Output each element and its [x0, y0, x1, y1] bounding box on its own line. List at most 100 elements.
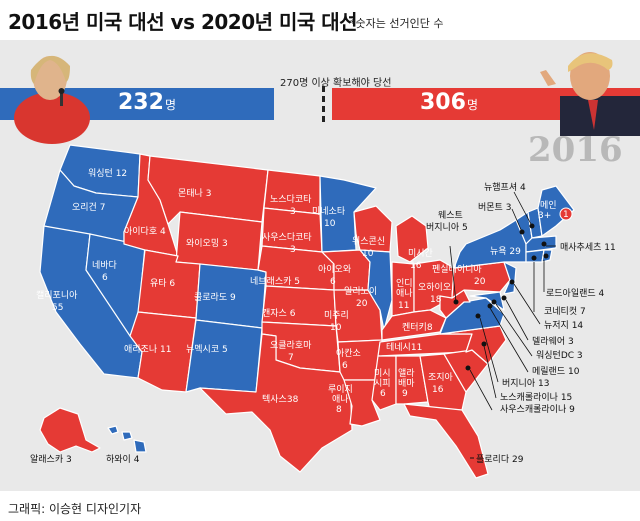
state-hi[interactable] [107, 425, 147, 453]
header [0, 0, 640, 40]
label-pa-votes: 20 [474, 277, 486, 287]
label-sd-votes: 3 [290, 245, 296, 255]
callout-wv-2: 버지니아 5 [426, 222, 468, 233]
label-pa-name: 펜실베이니아 [432, 264, 482, 275]
right-votes-number: 306 [420, 90, 466, 115]
label-la-mid: 애나 [332, 394, 349, 405]
threshold-label: 270명 이상 확보해야 당선 [280, 78, 392, 89]
callout-dots [453, 223, 549, 371]
left-votes: 232명 [118, 90, 176, 115]
callout-nh: 뉴햄프셔 4 [484, 181, 526, 193]
label-oh-votes: 18 [430, 295, 442, 305]
label-az: 애리조나 11 [124, 344, 171, 355]
state-mi[interactable] [395, 215, 429, 263]
label-sd-name: 사우스다코타 [262, 232, 312, 243]
state-ak[interactable] [39, 407, 101, 453]
label-nv-votes: 6 [102, 273, 108, 283]
label-al-name: 앨라 [398, 368, 415, 379]
label-ca-name: 캘리포니아 [36, 289, 78, 301]
callout-sc: 사우스캐롤라이나 9 [500, 404, 575, 415]
callout-md: 메릴랜드 10 [532, 366, 580, 377]
label-mn-votes: 10 [324, 219, 336, 229]
state-al[interactable] [395, 355, 429, 405]
label-ms-name: 미시 [374, 368, 391, 379]
label-ga-votes: 16 [432, 385, 444, 395]
label-nd-name: 노스다코타 [270, 194, 312, 205]
label-ky: 켄터키8 [402, 322, 433, 333]
callout-va: 버지니아 13 [502, 378, 549, 389]
label-or: 오리건 7 [72, 202, 105, 213]
state-nc[interactable] [439, 325, 507, 365]
state-tx[interactable] [199, 333, 353, 473]
label-ne: 네브래스카 5 [250, 276, 300, 287]
label-la-votes: 8 [336, 405, 342, 415]
label-ia-votes: 6 [330, 277, 336, 287]
state-me[interactable] [537, 185, 575, 237]
right-portrait [540, 52, 640, 136]
state-ms[interactable] [371, 355, 397, 411]
label-oh-name: 오하이오 [418, 282, 451, 293]
label-ia-name: 아이오와 [318, 263, 351, 275]
label-wy: 와이오밍 3 [186, 237, 228, 249]
label-id: 아이다호 4 [124, 226, 166, 237]
label-me-name: 메인 [540, 200, 557, 211]
right-votes: 306명 [420, 90, 478, 115]
left-votes-unit: 명 [164, 98, 176, 112]
callout-de: 델라웨어 3 [532, 335, 574, 347]
callout-wv-1: 웨스트 [438, 209, 463, 221]
callout-leaders [449, 191, 556, 411]
label-ms-mid: 시피 [374, 378, 391, 389]
callout-ri: 로드아일랜드 4 [546, 288, 605, 299]
state-nm[interactable] [185, 319, 263, 393]
left-portrait [14, 55, 90, 144]
label-tn: 테네시11 [386, 342, 422, 353]
label-me-votes: 3+ [538, 211, 551, 221]
label-ok-name: 오클라호마 [270, 340, 312, 351]
label-mo-name: 미주리 [324, 310, 349, 321]
label-nv-name: 네바다 [92, 260, 118, 271]
label-la-name: 루이지 [328, 384, 353, 395]
label-in-mid: 애나 [396, 288, 413, 299]
state-md[interactable] [469, 291, 505, 311]
label-al-votes: 9 [402, 389, 408, 399]
label-ga-name: 조지아 [428, 372, 454, 383]
label-in-votes: 11 [398, 301, 409, 311]
year-label: 2016 [528, 130, 623, 170]
label-ks: 캔자스 6 [262, 308, 296, 319]
footnote: *숫자는 선거인단 수 [350, 17, 444, 30]
label-mt: 몬태나 3 [178, 188, 211, 199]
callout-vt: 버몬트 3 [478, 202, 511, 213]
callout-dc: 워싱턴DC 3 [536, 350, 583, 361]
credit: 그래픽: 이승현 디자인기자 [8, 502, 142, 516]
label-co: 콜로라도 9 [194, 292, 236, 303]
label-ms-votes: 6 [380, 389, 386, 399]
label-mi-votes: 16 [410, 261, 422, 271]
page-title: 2016년 미국 대선 vs 2020년 미국 대선 [8, 10, 358, 34]
maine-split-badge [559, 207, 573, 221]
left-votes-number: 232 [118, 90, 164, 115]
label-ok-votes: 7 [288, 353, 294, 363]
footer [0, 491, 640, 521]
label-wi-name: 위스콘신 [352, 236, 385, 247]
right-votes-unit: 명 [466, 98, 478, 112]
state-il[interactable] [359, 249, 393, 331]
state-fl[interactable] [403, 403, 489, 479]
label-fl: 플로리다 29 [476, 454, 524, 465]
state-nj[interactable] [503, 261, 517, 295]
state-ky[interactable] [381, 309, 447, 341]
label-ak: 알래스카 3 [30, 454, 72, 465]
callout-nc: 노스캐롤라이나 15 [500, 392, 572, 403]
label-tx: 텍사스38 [262, 394, 299, 405]
state-ma[interactable] [525, 235, 557, 253]
label-nm: 뉴멕시코 5 [186, 344, 228, 355]
label-hi: 하와이 4 [106, 453, 140, 465]
threshold-marker [322, 86, 325, 122]
label-ut: 유타 6 [150, 278, 175, 289]
label-ny: 뉴욕 29 [490, 246, 521, 257]
callout-ma: 매사추세츠 11 [560, 242, 616, 253]
callout-nj: 뉴저지 14 [544, 320, 583, 331]
label-ar-name: 아칸소 [336, 348, 361, 359]
